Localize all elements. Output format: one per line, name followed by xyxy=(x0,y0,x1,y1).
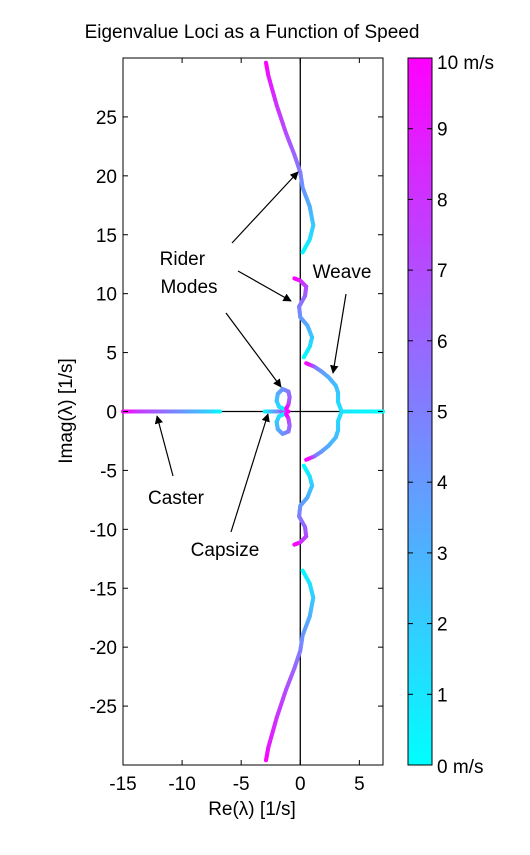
colorbar-tick-label: 1 xyxy=(437,685,448,706)
y-tick-label: -10 xyxy=(90,520,117,541)
x-tick-label: -10 xyxy=(168,774,195,795)
y-tick-label: -15 xyxy=(90,579,117,600)
annotation-rider-line-2: Modes xyxy=(160,277,217,298)
x-tick-label: -15 xyxy=(109,774,136,795)
annotation-capsize: Capsize xyxy=(191,540,260,561)
x-tick-label: -5 xyxy=(233,774,250,795)
y-tick-label: 0 xyxy=(106,403,117,424)
annotation-caster: Caster xyxy=(148,488,205,509)
x-tick-label: 5 xyxy=(354,774,365,795)
chart-title: Eigenvalue Loci as a Function of Speed xyxy=(85,22,420,43)
y-tick-label: 20 xyxy=(96,167,117,188)
locus-segment xyxy=(306,363,307,364)
colorbar-tick-label: 9 xyxy=(437,120,448,141)
colorbar: 1 2 3 4 5 6 7 8 9 10 m/s 0 m/s xyxy=(408,53,494,778)
y-axis-label: Imag(λ) [1/s] xyxy=(56,358,77,464)
y-tick-label: -25 xyxy=(90,697,117,718)
y-tick-label: 10 xyxy=(96,285,117,306)
colorbar-min-label: 0 m/s xyxy=(437,757,483,778)
colorbar-tick-label: 2 xyxy=(437,615,448,636)
annotation-weave: Weave xyxy=(313,262,372,283)
colorbar-tick-label: 6 xyxy=(437,332,448,353)
y-tick-label: 15 xyxy=(96,226,117,247)
y-tick-label: 25 xyxy=(96,108,117,129)
colorbar-tick-label: 4 xyxy=(437,473,448,494)
colorbar-tick-label: 5 xyxy=(437,403,448,424)
y-tick-label: -20 xyxy=(90,638,117,659)
x-tick-label: 0 xyxy=(295,774,306,795)
colorbar-max-label: 10 m/s xyxy=(437,53,494,74)
colorbar-tick-label: 8 xyxy=(437,190,448,211)
y-tick-label: -5 xyxy=(100,461,117,482)
x-axis-label: Re(λ) [1/s] xyxy=(208,799,296,820)
y-tick-label: 5 xyxy=(106,344,117,365)
annotation-rider-line-1: Rider xyxy=(160,249,206,270)
colorbar-tick-label: 7 xyxy=(437,261,448,282)
locus-segment xyxy=(306,459,307,460)
colorbar-tick-label: 3 xyxy=(437,544,448,565)
